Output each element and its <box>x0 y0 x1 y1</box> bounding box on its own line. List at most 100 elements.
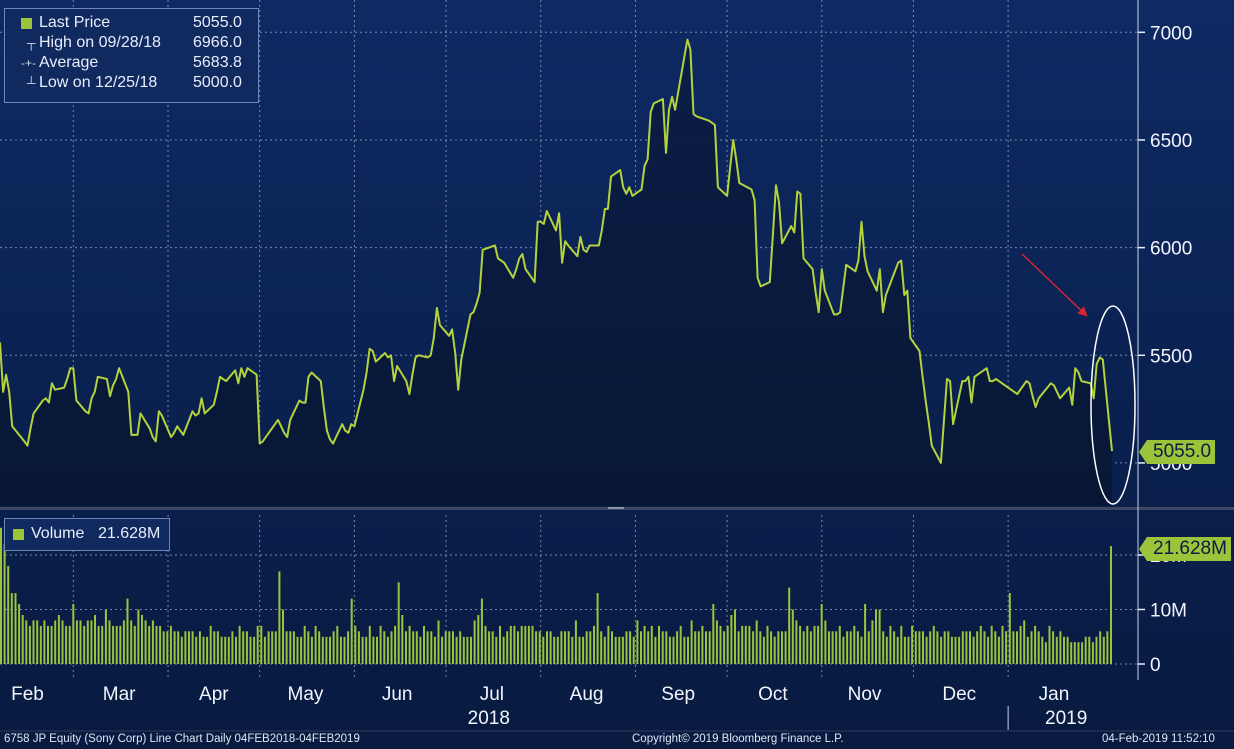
volume-bar <box>282 609 284 664</box>
volume-bar <box>589 631 592 664</box>
volume-bar <box>339 636 342 665</box>
price-tick-label: 6500 <box>1150 131 1192 152</box>
volume-bar <box>781 631 783 664</box>
volume-bar <box>799 625 802 664</box>
volume-bar <box>383 631 386 664</box>
volume-bar <box>39 625 42 664</box>
volume-bar <box>614 636 617 665</box>
volume-bar <box>1095 636 1098 665</box>
volume-bar <box>419 636 422 665</box>
volume-bar <box>162 631 165 664</box>
volume-bar <box>509 625 512 664</box>
volume-bar <box>394 625 397 664</box>
volume-bar <box>791 609 794 664</box>
volume-bar <box>961 631 964 664</box>
volume-bar <box>650 625 653 664</box>
volume-bar <box>976 631 979 664</box>
volume-bar <box>408 625 411 664</box>
volume-bar <box>115 625 118 664</box>
legend-label-average: Average <box>39 54 99 71</box>
volume-bar <box>697 631 700 664</box>
volume-bar <box>263 636 266 665</box>
volume-bar <box>54 620 57 664</box>
volume-bar <box>578 636 581 665</box>
volume-bar <box>412 631 415 664</box>
legend-label-high: High on 09/28/18 <box>39 34 161 51</box>
volume-bar <box>969 631 971 664</box>
volume-bar <box>1026 636 1029 665</box>
price-legend: Last Price 5055.0 ┬ High on 09/28/18 696… <box>4 8 259 103</box>
volume-bars <box>0 527 1112 665</box>
month-label: May <box>288 684 324 705</box>
volume-bar <box>21 615 24 664</box>
last-price-tag: 5055.0 <box>1138 440 1216 464</box>
volume-bar <box>462 636 465 665</box>
volume-bar <box>130 620 133 664</box>
volume-bar <box>68 625 71 664</box>
volume-bar <box>922 631 924 664</box>
volume-bar <box>173 631 176 664</box>
volume-bar <box>755 620 758 664</box>
price-tick-label: 5500 <box>1150 346 1192 367</box>
volume-bar <box>618 636 621 665</box>
volume-bar <box>448 631 451 664</box>
volume-bar <box>430 631 433 664</box>
volume-bar <box>546 631 548 664</box>
volume-bar <box>795 620 798 664</box>
legend-value-low: 5000.0 <box>193 74 242 91</box>
volume-bar <box>423 625 425 664</box>
month-label: Mar <box>103 684 136 705</box>
volume-bar <box>415 631 418 664</box>
volume-bar <box>824 620 827 664</box>
volume-bar <box>502 636 505 665</box>
volume-bar <box>1073 642 1076 664</box>
volume-bar <box>585 631 588 664</box>
volume-bar <box>632 636 635 665</box>
volume-bar <box>625 631 628 664</box>
price-tick-label: 7000 <box>1150 23 1192 44</box>
volume-bar <box>437 620 440 664</box>
volume-bar <box>979 625 982 664</box>
volume-bar <box>1016 631 1018 664</box>
volume-bar <box>245 631 248 664</box>
volume-bar <box>36 620 39 664</box>
volume-bar <box>426 631 429 664</box>
volume-bar <box>556 636 559 665</box>
volume-bar <box>950 636 953 665</box>
volume-bar <box>835 631 838 664</box>
volume-bar <box>668 636 671 665</box>
month-label: Feb <box>11 684 44 705</box>
volume-bar <box>640 631 642 664</box>
volume-bar <box>206 636 209 665</box>
volume-bar <box>108 620 111 664</box>
volume-bar <box>32 620 35 664</box>
volume-bar <box>574 620 577 664</box>
volume-bar <box>365 636 368 665</box>
volume-bar <box>701 625 704 664</box>
volume-bar <box>947 631 950 664</box>
volume-bar <box>817 625 820 664</box>
low-marker-icon: ┴ <box>27 76 36 90</box>
volume-bar <box>708 631 711 664</box>
volume-bar <box>1059 631 1062 664</box>
volume-bar <box>357 631 360 664</box>
volume-tick-label: 10M <box>1150 601 1187 622</box>
volume-bar <box>307 631 310 664</box>
volume-bar <box>524 625 527 664</box>
volume-bar <box>582 636 585 665</box>
volume-bar <box>202 636 205 665</box>
volume-bar <box>75 620 78 664</box>
footer-timestamp: 04-Feb-2019 11:52:10 <box>1102 733 1215 745</box>
volume-bar <box>1081 642 1084 664</box>
volume-tick-label: 0 <box>1150 655 1161 676</box>
volume-bar <box>238 625 241 664</box>
volume-bar <box>846 631 849 664</box>
volume-bar <box>611 631 613 664</box>
month-label: Jan <box>1039 684 1070 705</box>
volume-bar <box>444 631 447 664</box>
volume-bar <box>520 625 523 664</box>
volume-bar <box>1019 625 1022 664</box>
volume-bar <box>849 631 852 664</box>
volume-bar <box>672 636 675 665</box>
volume-bar <box>1091 642 1094 664</box>
